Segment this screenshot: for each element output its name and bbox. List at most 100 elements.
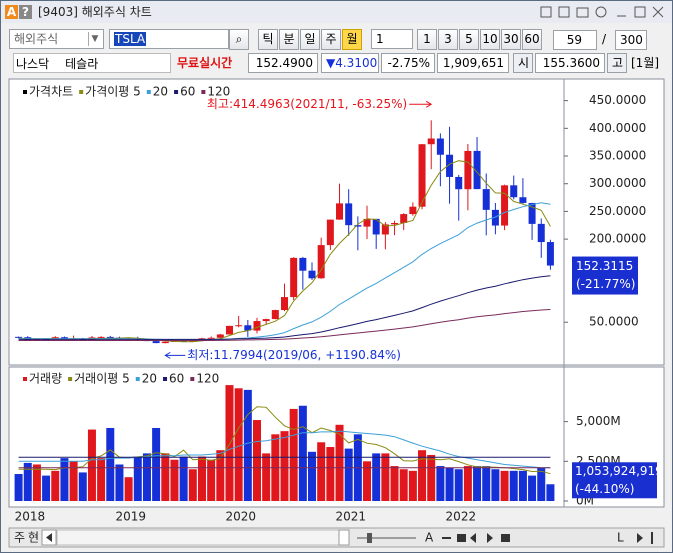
legend-label: 60 — [180, 85, 195, 99]
search-button[interactable]: ⌕ — [229, 29, 249, 50]
legend-swatch — [174, 90, 179, 94]
current-change: (-21.77%) — [576, 277, 635, 291]
volume-bar — [51, 470, 60, 501]
volume-bar — [225, 385, 234, 501]
volume-bar — [335, 424, 344, 501]
legend-label: 120 — [207, 85, 230, 99]
volume-bar — [14, 474, 23, 501]
current-box — [572, 462, 657, 499]
icon-letter: A — [7, 5, 17, 19]
symbol-input[interactable]: TSLA — [109, 29, 229, 49]
volume-bar — [106, 427, 115, 501]
period-button[interactable]: 일 — [300, 29, 320, 50]
realtime: 무료실시간 — [177, 56, 233, 70]
legend-label: 20 — [142, 372, 157, 386]
volume-bar — [298, 405, 307, 501]
volume-bar — [170, 459, 179, 501]
footer-tool[interactable]: A — [425, 531, 434, 545]
y-tick-label: 250.0000 — [589, 204, 646, 218]
interval-button[interactable]: 3 — [438, 29, 458, 50]
volume-bar — [418, 450, 427, 501]
candle-body — [519, 197, 527, 203]
period-button[interactable]: 틱 — [258, 29, 278, 50]
open-label: 시 — [513, 53, 533, 73]
candle-body — [537, 223, 545, 243]
market-label: 해외주식 — [14, 32, 59, 46]
volume-bar — [32, 464, 41, 501]
candle-body — [372, 218, 380, 235]
volume-bar — [518, 470, 527, 501]
period-button[interactable]: 분 — [279, 29, 299, 50]
volume-bar — [500, 470, 509, 501]
zoom-thumb[interactable] — [367, 533, 372, 543]
volume-bar — [344, 448, 353, 501]
footer-tools[interactable] — [442, 532, 653, 544]
volume-bar — [390, 466, 399, 501]
candle-body — [15, 336, 23, 338]
period-button[interactable]: 월 — [342, 29, 362, 50]
x-tick-label: 2019 — [115, 510, 146, 524]
volume-bar — [436, 466, 445, 501]
y-tick-label: 5,000M — [576, 414, 621, 428]
y-tick-label: 450.0000 — [589, 93, 646, 107]
candle-body — [244, 325, 252, 331]
volume-bar — [124, 477, 133, 501]
scroll-track[interactable] — [56, 529, 350, 546]
candle-body — [97, 336, 105, 338]
price: 152.4900 — [248, 53, 318, 73]
help-icon[interactable] — [19, 5, 32, 19]
volume-bar — [491, 469, 500, 501]
interval-button[interactable]: 30 — [501, 29, 521, 50]
change-pct: -2.75% — [381, 53, 435, 73]
candle-body — [262, 319, 270, 322]
interval: 1 — [376, 32, 384, 46]
current-change: (-44.10%) — [575, 482, 634, 496]
legend-label: 가격차트 — [29, 85, 73, 99]
candle-body — [161, 341, 169, 344]
legend-swatch — [79, 90, 84, 94]
candle-body — [473, 150, 481, 190]
count-input[interactable]: 59 — [553, 30, 597, 50]
candle-body — [235, 325, 243, 327]
period-button[interactable]: 주 — [321, 29, 341, 50]
volume-bar — [97, 458, 106, 501]
footer-button[interactable]: 현 — [28, 531, 39, 545]
period-label: [1월] — [631, 56, 660, 70]
legend-label: 60 — [169, 372, 184, 386]
volume-bar — [234, 388, 243, 501]
instrument: 나스닥 테슬라 — [13, 53, 171, 73]
candle-body — [427, 138, 435, 145]
separator: / — [602, 32, 607, 46]
interval-button[interactable]: 60 — [522, 29, 542, 50]
interval-button[interactable]: 10 — [480, 29, 500, 50]
x-tick-label: 2018 — [15, 510, 46, 524]
ma-line — [18, 202, 551, 341]
footer-tool[interactable]: L — [617, 531, 624, 545]
candle-body — [326, 219, 334, 246]
x-tick-label: 2021 — [336, 510, 367, 524]
market-select[interactable]: 해외주식 ▼ — [9, 29, 104, 49]
interval-button[interactable]: 1 — [417, 29, 437, 50]
legend-label: 120 — [196, 372, 219, 386]
candle-body — [363, 218, 371, 227]
annotation-arrow — [409, 100, 433, 108]
candle-body — [336, 203, 344, 220]
candle-body — [455, 176, 463, 190]
ma-line — [18, 406, 551, 475]
volume-bar — [60, 458, 69, 501]
scroll-right[interactable] — [338, 529, 350, 546]
volume-bar — [308, 451, 317, 501]
legend-swatch — [23, 377, 27, 381]
candle-body — [464, 150, 472, 190]
candle-body — [409, 206, 417, 215]
title-icons[interactable] — [540, 6, 664, 18]
volume-bar — [207, 459, 216, 501]
interval-button[interactable]: 5 — [459, 29, 479, 50]
interval-select[interactable]: 1 — [371, 29, 413, 49]
volume-bar — [42, 475, 51, 501]
volume-bar — [381, 453, 390, 501]
footer-button[interactable]: 주 — [14, 531, 25, 545]
max-input[interactable]: 300 — [615, 30, 647, 50]
volume-bar — [142, 453, 151, 501]
high-label: 고 — [607, 53, 627, 73]
